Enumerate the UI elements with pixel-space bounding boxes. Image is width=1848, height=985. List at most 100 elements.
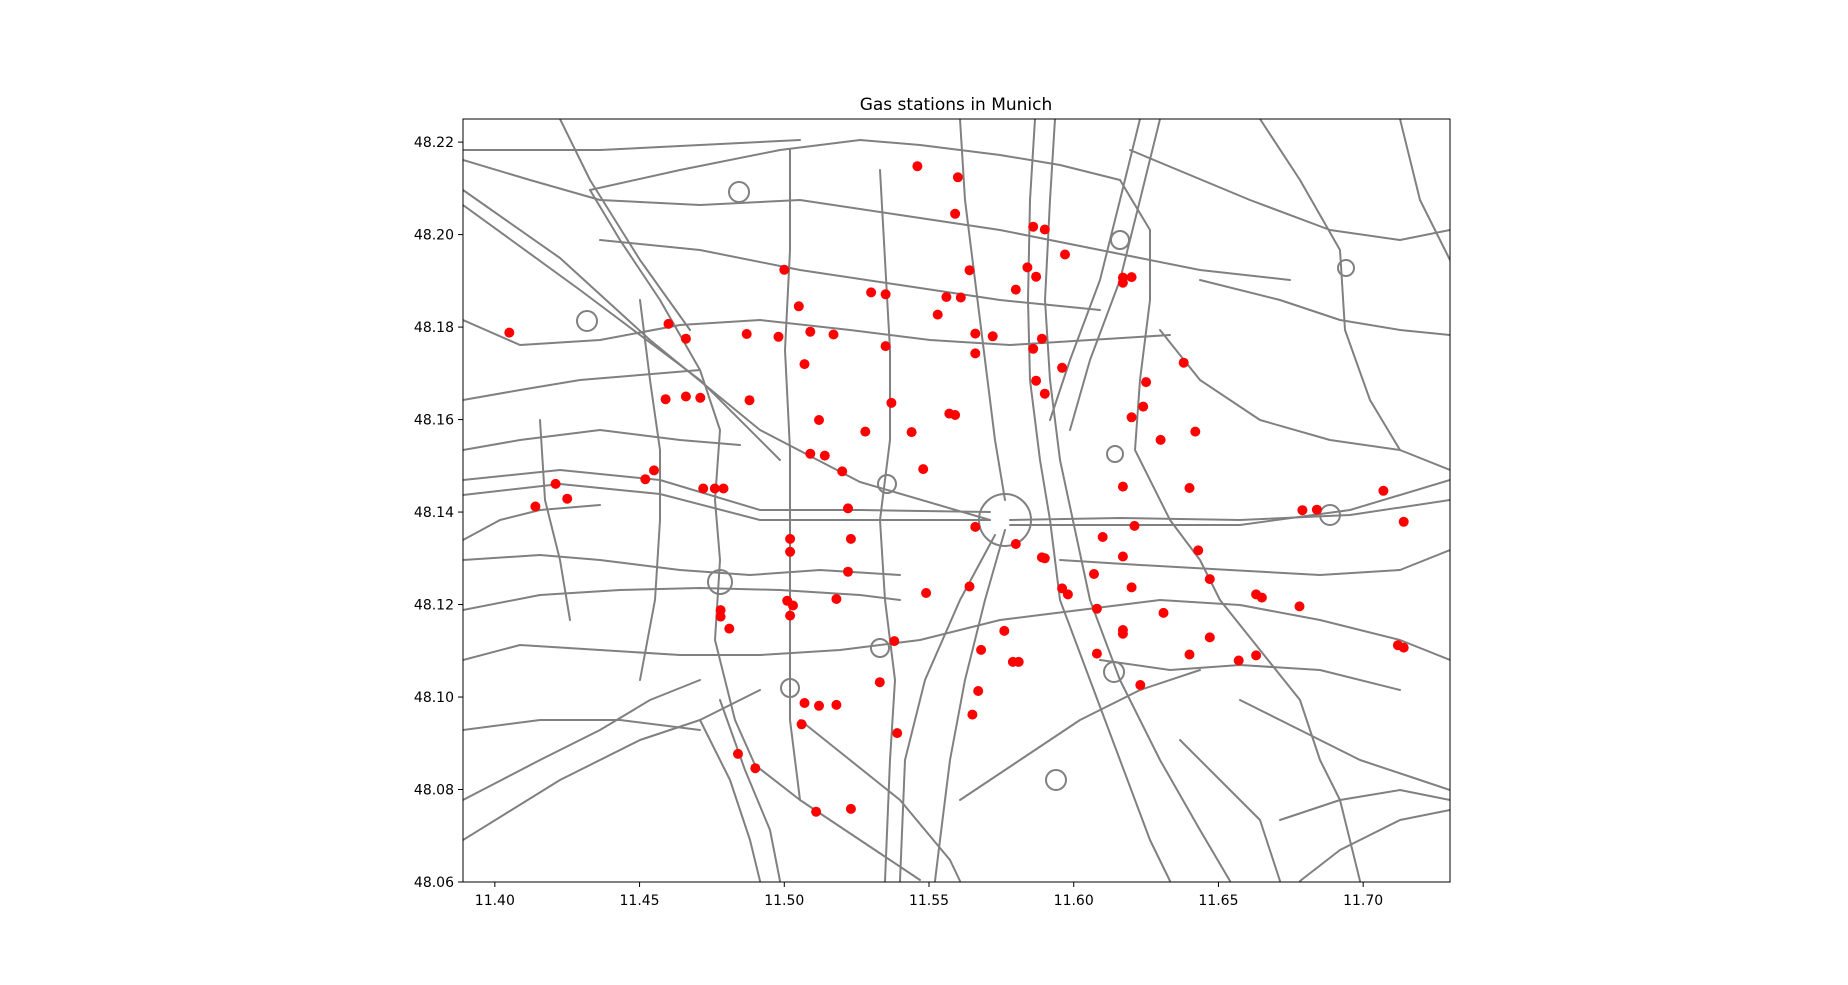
- gas-station-point: [805, 326, 816, 337]
- gas-station-point: [976, 644, 987, 655]
- gas-station-point: [874, 677, 885, 688]
- x-tick-label: 11.65: [1198, 893, 1238, 909]
- road-line: [784, 149, 801, 801]
- gas-station-point: [1251, 650, 1262, 661]
- gas-station-point: [814, 700, 824, 711]
- gas-station-point: [1141, 377, 1152, 388]
- y-tick-label: 48.16: [414, 413, 454, 429]
- road-roundabout: [576, 310, 598, 332]
- map-plot-area[interactable]: [463, 119, 1450, 882]
- gas-station-point: [950, 410, 961, 420]
- road-roundabout: [1110, 230, 1130, 250]
- gas-station-point: [1013, 656, 1024, 667]
- gas-station-point: [1135, 680, 1146, 690]
- gas-station-point: [785, 533, 796, 544]
- road-line: [1129, 149, 1450, 241]
- gas-station-point: [709, 483, 720, 494]
- gas-station-point: [744, 395, 755, 406]
- gas-station-point: [1178, 357, 1189, 368]
- gas-station-point: [793, 301, 804, 312]
- road-line: [463, 689, 761, 841]
- gas-station-point: [562, 493, 573, 504]
- gas-station-point: [805, 448, 816, 459]
- gas-station-point: [1062, 589, 1073, 600]
- gas-station-point: [1126, 272, 1137, 283]
- road-line: [1044, 119, 1231, 882]
- gas-station-point: [718, 483, 729, 494]
- road-roundabout: [978, 493, 1032, 547]
- road-line: [879, 169, 896, 882]
- road-line: [1239, 699, 1450, 791]
- gas-station-point: [1311, 504, 1322, 515]
- road-roundabout: [877, 474, 897, 494]
- road-line: [1299, 809, 1450, 882]
- gas-station-point: [1028, 343, 1039, 354]
- gas-station-point: [906, 427, 917, 438]
- gas-station-point: [831, 699, 842, 710]
- gas-station-point: [649, 465, 659, 476]
- road-line: [959, 119, 1006, 501]
- gas-station-point: [955, 292, 966, 303]
- road-roundabout: [780, 678, 800, 698]
- gas-station-point: [1022, 262, 1033, 273]
- gas-station-point: [1117, 277, 1128, 288]
- gas-station-point: [799, 698, 810, 708]
- road-line: [463, 139, 801, 151]
- gas-station-point: [1193, 545, 1204, 556]
- gas-station-point: [1233, 655, 1244, 666]
- gas-station-point: [1057, 362, 1068, 373]
- x-tick-label: 11.40: [475, 893, 515, 909]
- gas-station-point: [640, 474, 651, 485]
- road-roundabout: [1319, 504, 1341, 526]
- gas-station-point: [1138, 401, 1149, 412]
- gas-station-point: [912, 161, 923, 172]
- x-axis-ticks: 11.40 11.45 11.50 11.55 11.60 11.65 11.70: [475, 882, 1383, 909]
- x-tick-label: 11.60: [1054, 893, 1094, 909]
- gas-station-point: [1126, 412, 1137, 423]
- gas-station-point: [785, 546, 796, 557]
- road-roundabout: [1045, 769, 1067, 791]
- gas-station-point: [1091, 648, 1102, 659]
- gas-station-point: [530, 501, 541, 512]
- chart-title: Gas stations in Munich: [860, 95, 1053, 115]
- y-tick-label: 48.10: [414, 690, 454, 706]
- y-tick-label: 48.18: [414, 320, 454, 336]
- road-line: [463, 429, 741, 451]
- road-line: [1279, 789, 1450, 821]
- gas-station-point: [785, 610, 796, 621]
- gas-station-point: [843, 503, 853, 514]
- gas-station-point: [663, 318, 674, 329]
- road-line: [463, 369, 701, 401]
- road-roundabout: [870, 638, 890, 658]
- gas-station-point: [967, 709, 978, 720]
- gas-station-point: [973, 686, 984, 696]
- gas-station-point: [1117, 628, 1128, 639]
- road-line: [589, 189, 756, 766]
- gas-station-point: [1158, 607, 1169, 618]
- gas-station-point: [698, 483, 709, 494]
- road-line: [1399, 119, 1450, 261]
- gas-stations-layer: [504, 161, 1409, 817]
- gas-station-point: [741, 329, 752, 339]
- road-line: [1009, 479, 1450, 526]
- y-tick-label: 48.20: [414, 228, 454, 244]
- y-tick-label: 48.06: [414, 875, 454, 891]
- gas-station-point: [845, 533, 856, 544]
- gas-station-point: [866, 287, 877, 298]
- gas-station-point: [1398, 642, 1409, 653]
- road-roundabout: [728, 181, 750, 203]
- road-line: [1049, 119, 1141, 421]
- road-line: [539, 419, 571, 621]
- gas-station-point: [828, 329, 839, 340]
- gas-station-point: [970, 348, 981, 359]
- gas-station-point: [750, 763, 761, 774]
- gas-station-point: [1039, 224, 1050, 235]
- road-line: [754, 764, 921, 881]
- road-line: [463, 319, 1171, 346]
- gas-station-point: [1378, 485, 1389, 496]
- road-line: [1259, 119, 1450, 471]
- gas-station-point: [831, 594, 842, 604]
- gas-station-point: [550, 478, 561, 489]
- gas-station-point: [1028, 221, 1039, 232]
- road-line: [463, 204, 781, 461]
